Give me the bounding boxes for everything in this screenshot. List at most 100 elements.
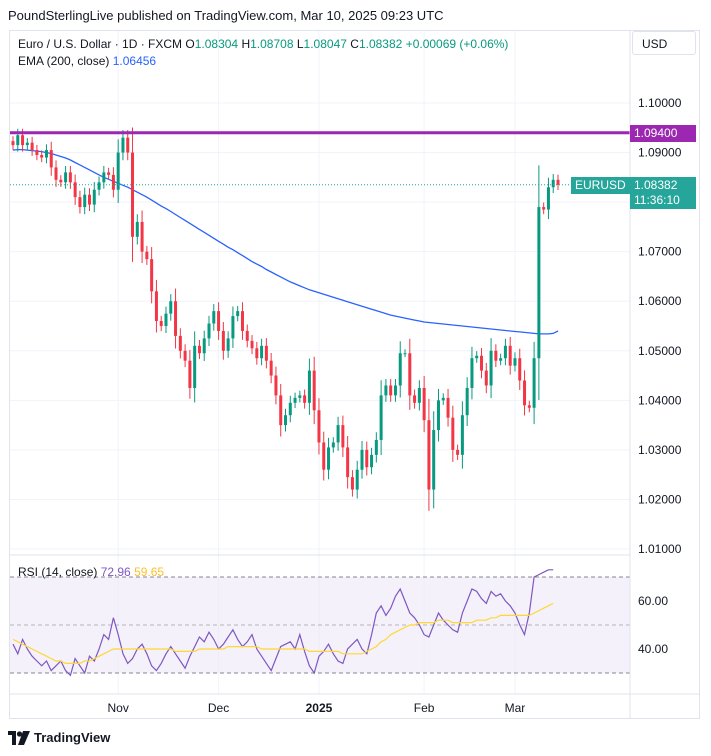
candle-body — [436, 400, 440, 431]
candle-body — [432, 430, 436, 490]
candle-body — [546, 187, 550, 210]
candle-body — [64, 172, 68, 183]
candle-body — [87, 194, 91, 205]
candle-body — [307, 370, 311, 403]
candle-body — [49, 150, 53, 168]
level-price-tag: 1.09400 — [630, 125, 696, 142]
candle-body — [116, 152, 120, 190]
price-tick-label: 1.01000 — [638, 542, 682, 556]
candle-body — [68, 172, 72, 183]
rsi-background — [10, 576, 630, 674]
candle-body — [408, 353, 412, 396]
candle-body — [370, 454, 374, 468]
candle-body — [355, 469, 359, 490]
candle-body — [178, 335, 182, 351]
candle-body — [484, 370, 488, 386]
price-legend: Euro / U.S. Dollar · 1D · FXCM O1.08304 … — [18, 37, 508, 51]
price-tick-label: 1.06000 — [638, 294, 682, 308]
candle-body — [393, 385, 397, 396]
price-tick-label: 1.07000 — [638, 245, 682, 259]
candle-body — [250, 340, 254, 349]
candle-body — [475, 355, 479, 359]
candle-body — [417, 387, 421, 403]
candle-body — [54, 167, 58, 180]
close-value: 1.08382 — [358, 37, 403, 51]
candle-body — [193, 345, 197, 388]
candle-body — [174, 301, 178, 336]
rsi-ma-value: 59.65 — [134, 565, 165, 579]
rsi-value: 72.96 — [100, 565, 131, 579]
candle-body — [202, 338, 206, 354]
candle-body — [150, 259, 154, 292]
rsi-label: RSI (14, close) — [18, 565, 98, 579]
candle-body — [226, 338, 230, 351]
candle-body — [537, 207, 541, 359]
candle-body — [523, 380, 527, 406]
candle-body — [240, 311, 244, 331]
candle-body — [269, 360, 273, 376]
tradingview-logo[interactable]: TradingView — [8, 730, 110, 745]
candle-body — [83, 194, 87, 208]
candle-body — [126, 137, 130, 153]
candle-body — [260, 345, 264, 359]
candle-body — [73, 182, 77, 198]
level-line — [10, 131, 630, 186]
tradingview-brand: TradingView — [34, 730, 111, 745]
candle-body — [389, 385, 393, 396]
candle-body — [327, 447, 331, 470]
symbol-title: Euro / U.S. Dollar · 1D · FXCM — [18, 37, 183, 51]
candle-body — [78, 197, 82, 208]
candle-body — [245, 330, 249, 341]
candle-body — [513, 358, 517, 366]
candle-body — [494, 350, 498, 361]
attribution-text: PoundSterlingLive published on TradingVi… — [8, 8, 444, 23]
candle-body — [288, 402, 292, 416]
candle-body — [556, 179, 560, 185]
time-tick-label: 2025 — [306, 701, 333, 715]
candle-body — [293, 397, 297, 403]
candle-body — [97, 182, 101, 190]
candle-body — [231, 316, 235, 339]
candle-body — [92, 189, 96, 205]
currency-button[interactable]: USD — [632, 31, 696, 55]
rsi-ma-line — [12, 602, 554, 665]
candle-body — [279, 395, 283, 426]
close-label: C — [350, 37, 359, 51]
candle-body — [274, 375, 278, 396]
candle-body — [107, 172, 111, 175]
candle-body — [441, 397, 445, 401]
candle-body — [398, 353, 402, 386]
candle-body — [503, 345, 507, 359]
price-tick-label: 1.02000 — [638, 492, 682, 506]
candle-body — [197, 345, 201, 354]
candle-body — [140, 221, 144, 252]
symbol-tag: EURUSD — [571, 177, 630, 194]
low-label: L — [296, 37, 304, 51]
candles — [11, 127, 560, 511]
time-tick-label: Dec — [208, 701, 229, 715]
candle-body — [217, 311, 221, 331]
price-tick-label: 1.05000 — [638, 344, 682, 358]
candle-body — [25, 142, 29, 146]
candle-body — [16, 135, 20, 146]
candle-body — [551, 179, 555, 188]
candle-body — [346, 447, 350, 478]
time-tick-label: Feb — [414, 701, 435, 715]
candle-body — [135, 221, 139, 237]
candle-body — [465, 387, 469, 416]
rsi-tick-label: 60.00 — [638, 594, 668, 608]
high-label: H — [241, 37, 251, 51]
low-value: 1.08047 — [303, 37, 347, 51]
candle-body — [188, 360, 192, 388]
candle-body — [336, 425, 340, 443]
candle-body — [312, 370, 316, 411]
rsi-tick-label: 40.00 — [638, 642, 668, 656]
candle-body — [460, 415, 464, 455]
change-value: +0.00069 (+0.06%) — [405, 37, 509, 51]
candle-body — [40, 155, 44, 158]
candle-body — [59, 179, 63, 183]
ema-label: EMA (200, close) — [18, 54, 110, 68]
candle-body — [207, 323, 211, 339]
candle-body — [532, 358, 536, 408]
